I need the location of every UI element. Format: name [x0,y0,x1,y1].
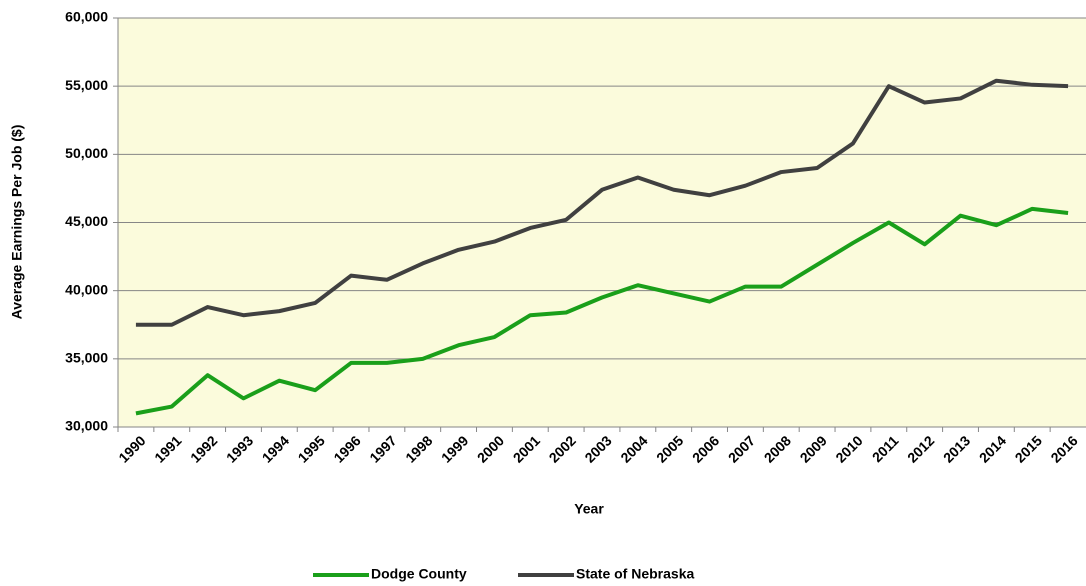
x-tick-label: 2004 [617,432,650,465]
x-tick-label: 1993 [223,432,256,465]
x-tick-label: 1996 [330,432,363,465]
x-tick-label: 2014 [976,432,1009,465]
series-line [135,206,1069,416]
y-tick-label: 40,000 [65,281,108,297]
x-tick-label: 2003 [581,432,614,465]
y-tick-label: 45,000 [65,213,108,229]
x-tick-label: 1991 [151,432,184,465]
x-tick-label: 2010 [832,432,865,465]
series-line [135,78,1069,327]
x-tick-label: 1995 [295,432,328,465]
x-tick-label: 1994 [259,432,292,465]
y-axis-title: Average Earnings Per Job ($) [9,125,25,320]
x-tick-label: 2015 [1012,432,1045,465]
x-tick-label: 2005 [653,432,686,465]
y-tick-label: 35,000 [65,350,108,366]
x-tick-label: 1999 [438,432,471,465]
x-tick-label: 2007 [725,432,758,465]
x-tick-label: 2002 [546,432,579,465]
y-tick-label: 50,000 [65,145,108,161]
x-tick-label: 1998 [402,432,435,465]
x-tick-label: 1997 [366,432,399,465]
y-tick-label: 30,000 [65,418,108,434]
x-tick-label: 2008 [761,432,794,465]
x-axis-title: Year [574,501,604,517]
legend-label: State of Nebraska [576,566,694,582]
x-tick-label: 2013 [940,432,973,465]
x-tick-label: 1990 [115,432,148,465]
x-tick-label: 1992 [187,432,220,465]
y-tick-label: 60,000 [65,9,108,25]
x-tick-label: 2009 [797,432,830,465]
y-tick-label: 55,000 [65,77,108,93]
x-tick-label: 2016 [1047,432,1080,465]
legend-label: Dodge County [371,566,467,582]
x-tick-label: 2000 [474,432,507,465]
x-tick-label: 2012 [904,432,937,465]
x-tick-label: 2001 [510,432,543,465]
x-tick-label: 2006 [689,432,722,465]
x-tick-label: 2011 [869,432,902,465]
